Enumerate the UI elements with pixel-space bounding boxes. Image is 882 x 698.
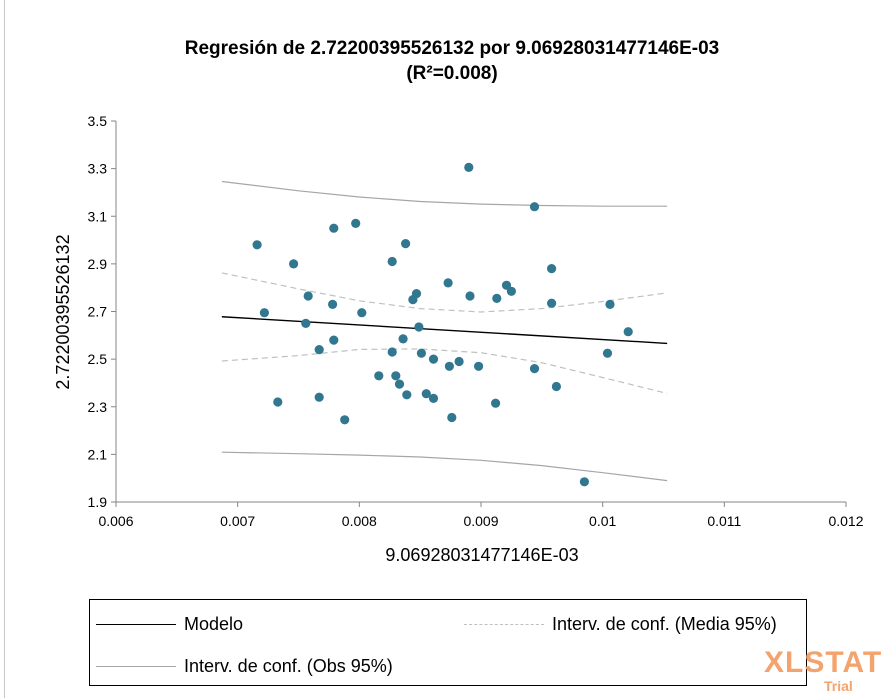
mean-ci-upper-line [221,272,668,313]
data-point [605,299,615,309]
data-point [444,361,454,371]
data-point [273,397,283,407]
data-point [421,389,431,399]
data-point [414,322,424,332]
y-tick-label: 3.5 [88,113,108,129]
legend-swatch-mean-ci [464,624,544,625]
data-point [314,392,324,402]
y-tick-label: 2.1 [88,446,108,462]
data-point [394,379,405,389]
data-points [252,162,633,487]
data-point [314,345,324,355]
watermark-brand: XLSTAT [764,646,882,679]
data-point [506,286,516,296]
data-point [252,240,262,250]
data-point [387,347,397,357]
data-point [428,393,439,403]
data-point [357,308,367,318]
data-point [329,335,339,345]
axes: 1.9 2.1 2.3 2.5 2.7 2.9 3.1 3.3 3.5 0.006 0.007 0.0… [88,113,864,529]
x-tick-label: 0.01 [589,513,616,529]
data-point [289,259,299,269]
y-tick-label: 3.1 [88,208,108,224]
model-line [221,316,668,345]
chart-title: Regresión de 2.72200395526132 por 9.0692… [185,38,720,59]
x-tick-label: 0.007 [220,513,255,529]
data-point [465,291,475,301]
y-tick-label: 1.9 [88,494,108,510]
data-point [474,361,484,371]
data-point [398,334,408,344]
data-point [529,202,540,212]
model-line-layer [221,316,668,345]
data-point [391,371,401,381]
data-point [447,412,457,423]
data-point [301,318,311,328]
legend-item-model: Modelo [96,614,243,635]
obs-ci-upper-line [221,180,668,207]
legend: Modelo Interv. de conf. (Media 95%) Inte… [89,599,807,686]
data-point [416,348,426,358]
data-point [303,291,313,301]
data-point [602,348,613,358]
y-tick-label: 2.9 [88,256,108,272]
data-point [340,415,350,425]
data-point [547,264,557,274]
y-tick-label: 2.3 [88,399,108,415]
data-point [328,299,338,309]
data-point [443,278,453,288]
data-point [374,371,384,381]
chart-subtitle: (R²=0.008) [406,63,497,84]
data-point [547,298,557,308]
data-point [491,398,501,408]
legend-label-model: Modelo [184,614,244,634]
legend-item-obs-ci: Interv. de conf. (Obs 95%) [96,656,393,677]
data-point [387,256,397,267]
y-tick-label: 3.3 [88,161,108,177]
x-tick-label: 0.009 [463,513,498,529]
page-divider [4,0,5,698]
data-point [351,218,361,228]
legend-swatch-obs-ci [96,666,176,667]
watermark-sub: Trial [824,678,853,694]
data-point [529,364,540,374]
y-tick-label: 2.5 [88,351,108,367]
data-point [428,354,439,364]
data-point [454,356,464,367]
data-point [551,381,562,392]
y-tick-label: 2.7 [88,304,108,320]
obs-ci-lower-line [221,451,668,482]
x-tick-label: 0.006 [98,513,133,529]
xlstat-watermark: XLSTAT Trial [764,646,882,698]
data-point [402,390,412,400]
data-point [411,289,422,299]
data-point [492,293,502,303]
legend-label-obs-ci: Interv. de conf. (Obs 95%) [184,656,393,676]
regression-chart: Regresión de 2.72200395526132 por 9.0692… [53,38,864,565]
legend-swatch-model [96,624,176,625]
x-tick-label: 0.011 [707,513,741,529]
legend-label-mean-ci: Interv. de conf. (Media 95%) [552,614,777,634]
x-tick-label: 0.012 [828,513,863,529]
data-point [579,477,590,487]
data-point [464,162,474,172]
data-point [329,223,339,233]
data-point [259,308,269,318]
data-point [401,239,411,249]
data-point [623,327,633,337]
x-tick-label: 0.008 [342,513,377,529]
mean-ci-lower-line [221,348,668,394]
legend-item-mean-ci: Interv. de conf. (Media 95%) [464,614,777,635]
confidence-bands [221,180,668,482]
y-axis-label: 2.72200395526132 [53,234,73,389]
x-axis-label: 9.06928031477146E-03 [385,545,578,565]
